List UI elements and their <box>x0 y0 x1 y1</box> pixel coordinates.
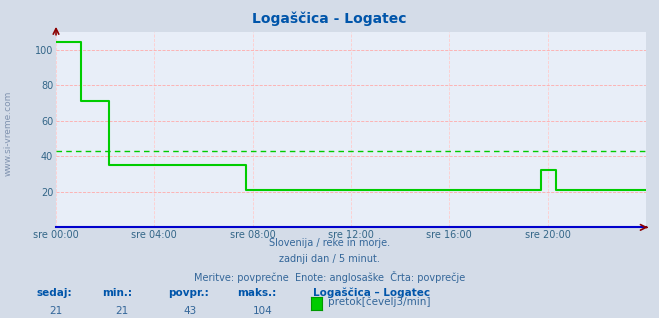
Text: pretok[čevelj3/min]: pretok[čevelj3/min] <box>328 297 431 308</box>
Text: povpr.:: povpr.: <box>168 288 209 298</box>
Text: Logaščica - Logatec: Logaščica - Logatec <box>252 11 407 26</box>
Text: 43: 43 <box>183 306 196 316</box>
Text: 21: 21 <box>115 306 129 316</box>
Text: min.:: min.: <box>102 288 132 298</box>
Text: 21: 21 <box>49 306 63 316</box>
Text: Slovenija / reke in morje.: Slovenija / reke in morje. <box>269 238 390 248</box>
Text: 104: 104 <box>252 306 272 316</box>
Text: www.si-vreme.com: www.si-vreme.com <box>3 91 13 176</box>
Text: Logaščica – Logatec: Logaščica – Logatec <box>313 288 430 298</box>
Text: maks.:: maks.: <box>237 288 277 298</box>
Text: zadnji dan / 5 minut.: zadnji dan / 5 minut. <box>279 254 380 264</box>
Text: Meritve: povprečne  Enote: anglosaške  Črta: povprečje: Meritve: povprečne Enote: anglosaške Črt… <box>194 271 465 283</box>
Text: sedaj:: sedaj: <box>36 288 72 298</box>
